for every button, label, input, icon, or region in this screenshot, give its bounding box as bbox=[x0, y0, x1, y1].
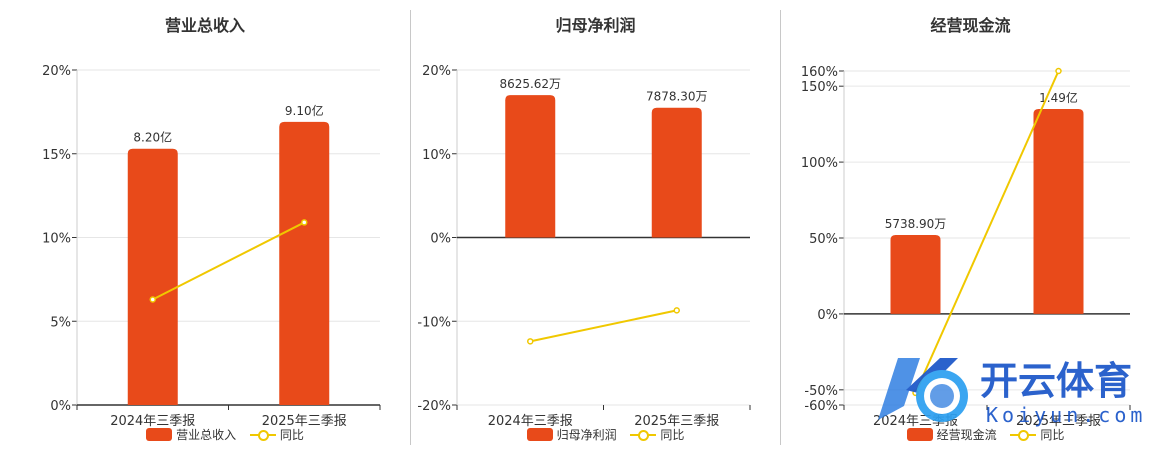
line-point bbox=[149, 296, 156, 303]
bar-data-label: 5738.90万 bbox=[885, 217, 947, 231]
panel-divider bbox=[780, 10, 781, 445]
y-tick-label: 160% bbox=[801, 65, 838, 80]
series-line bbox=[914, 70, 1060, 394]
bar bbox=[505, 95, 556, 238]
watermark-text: 开云体育 bbox=[980, 359, 1132, 403]
chart-title: 营业总收入 bbox=[164, 16, 245, 35]
chart-svg-net-profit: 20% 10% 0% -10% -20% 8625.62万 7878.30万 2024年三季报… bbox=[417, 64, 751, 429]
watermark-logo: 开云体育 Koiyun.com bbox=[878, 358, 1146, 427]
x-tick-label: 2025年三季报 bbox=[1016, 414, 1101, 429]
x-tick-label: 2025年三季报 bbox=[634, 414, 719, 429]
y-tick-label: 50% bbox=[809, 232, 838, 247]
panel-divider bbox=[410, 10, 411, 445]
bar bbox=[279, 121, 330, 406]
y-tick-label: 15% bbox=[42, 148, 71, 163]
y-tick-label: -20% bbox=[417, 399, 451, 414]
chart-panel-revenue: 营业总收入 20% 15% 10% 5% 0% 8.20亿 9.10亿 2024年三季报 202… bbox=[0, 0, 410, 450]
y-tick-label: 5% bbox=[50, 315, 71, 330]
legend-bar-label: 营业总收入 bbox=[176, 428, 237, 442]
legend-line-swatch bbox=[1010, 428, 1037, 441]
line-point bbox=[673, 307, 680, 314]
chart-legend: 归母净利润 同比 bbox=[411, 426, 780, 443]
chart-svg-revenue: 20% 15% 10% 5% 0% 8.20亿 9.10亿 2024年三季报 2025年三季报 bbox=[42, 64, 381, 429]
y-tick-label: 20% bbox=[422, 64, 451, 79]
bar-data-label: 7878.30万 bbox=[646, 90, 708, 104]
series-line bbox=[530, 309, 677, 343]
chart-legend: 营业总收入 同比 bbox=[0, 426, 410, 443]
y-tick-label: 0% bbox=[430, 232, 451, 247]
y-tick-label: 10% bbox=[422, 148, 451, 163]
x-tick-label: 2025年三季报 bbox=[262, 414, 347, 429]
chart-panel-cash-flow: 经营现金流 160% 150% 100% 50% 0% -50% -60% 5738.90万 1… bbox=[781, 0, 1160, 450]
chart-panel-net-profit: 归母净利润 20% 10% 0% -10% -20% 8625.62万 7878.30万 20… bbox=[411, 0, 780, 450]
chart-legend: 经营现金流 同比 bbox=[781, 426, 1160, 443]
line-point bbox=[301, 219, 308, 226]
bar bbox=[890, 234, 941, 314]
x-tick-label: 2024年三季报 bbox=[110, 414, 195, 429]
watermark-domain: Koiyun.com bbox=[986, 403, 1146, 427]
chart-title: 归母净利润 bbox=[555, 16, 636, 35]
legend-line-swatch bbox=[249, 428, 276, 441]
y-tick-label: 10% bbox=[42, 232, 71, 247]
legend-line-swatch bbox=[630, 428, 657, 441]
y-tick-label: 0% bbox=[50, 399, 71, 414]
y-tick-label: -60% bbox=[804, 399, 838, 414]
legend-bar-swatch bbox=[146, 428, 173, 441]
y-tick-label: 150% bbox=[801, 80, 838, 95]
bar bbox=[1033, 108, 1084, 314]
line-point bbox=[527, 338, 534, 345]
legend-bar-swatch bbox=[906, 428, 933, 441]
bar-data-label: 9.10亿 bbox=[285, 103, 324, 118]
bar bbox=[127, 148, 178, 405]
legend-line-label: 同比 bbox=[1040, 428, 1065, 442]
y-tick-label: -10% bbox=[417, 315, 451, 330]
legend-bar-label: 归母净利润 bbox=[556, 428, 617, 442]
legend-bar-swatch bbox=[526, 428, 553, 441]
bar bbox=[651, 107, 702, 238]
bar-data-label: 8.20亿 bbox=[133, 130, 172, 145]
y-tick-label: 20% bbox=[42, 64, 71, 79]
legend-bar-label: 经营现金流 bbox=[936, 428, 997, 442]
legend-line-label: 同比 bbox=[279, 428, 304, 442]
x-tick-label: 2024年三季报 bbox=[488, 414, 573, 429]
legend-line-label: 同比 bbox=[660, 428, 685, 442]
y-tick-label: 0% bbox=[817, 308, 838, 323]
line-point bbox=[1055, 67, 1062, 75]
bar-data-label: 8625.62万 bbox=[499, 77, 561, 91]
y-tick-label: -50% bbox=[804, 384, 838, 399]
y-tick-label: 100% bbox=[801, 156, 838, 171]
chart-title: 经营现金流 bbox=[930, 16, 1011, 35]
series-line bbox=[152, 221, 305, 301]
chart-svg-cash-flow: 160%150%100%50%0%-50%-60%5738.90万1.49亿20… bbox=[801, 65, 1131, 429]
